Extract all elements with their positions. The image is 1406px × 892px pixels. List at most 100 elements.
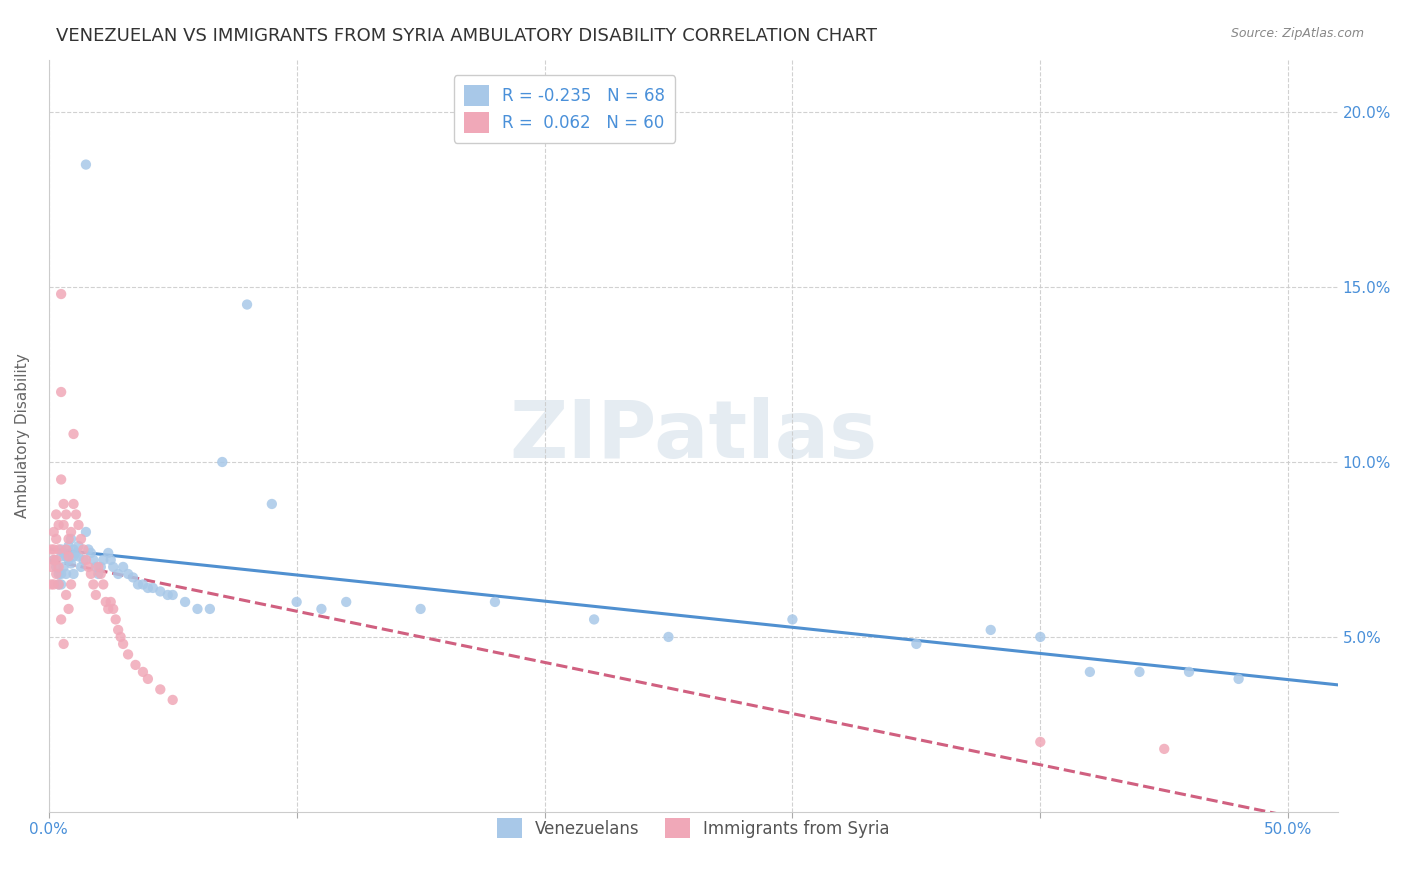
Point (39, 577, 62, 591)
Point (1029, 630, 1052, 644)
Point (42, 524, 65, 539)
Point (1153, 742, 1175, 756)
Point (60, 524, 83, 539)
Point (49, 384, 72, 399)
Point (58, 539, 80, 553)
Point (285, 595, 308, 609)
Point (49, 549, 72, 564)
Point (49, 542, 72, 557)
Point (198, 602, 221, 616)
Point (45, 508, 67, 522)
Point (82, 577, 104, 591)
Point (980, 623, 1002, 637)
Point (49, 473, 72, 487)
Point (52, 637, 75, 651)
Point (236, 297, 259, 311)
Text: ZIPatlas: ZIPatlas (509, 397, 877, 475)
Point (186, 602, 208, 616)
Point (62, 427, 84, 442)
Point (142, 581, 165, 595)
Point (80, 546, 103, 560)
Point (211, 455, 233, 469)
Text: Source: ZipAtlas.com: Source: ZipAtlas.com (1230, 27, 1364, 40)
Point (48, 577, 70, 591)
Point (55, 566, 77, 581)
Point (72, 553, 94, 567)
Point (90, 560, 112, 574)
Point (80, 566, 103, 581)
Point (42, 577, 65, 591)
Point (48, 542, 70, 557)
Point (70, 532, 93, 546)
Point (58, 532, 80, 546)
Point (149, 584, 172, 599)
Point (55, 542, 77, 557)
Point (42, 553, 65, 567)
Point (100, 553, 122, 567)
Point (110, 630, 132, 644)
Point (67, 549, 90, 564)
Point (87, 566, 110, 581)
Point (49, 566, 72, 581)
Point (127, 577, 149, 591)
Point (90, 566, 112, 581)
Point (1078, 665, 1101, 679)
Point (49, 612, 72, 626)
Point (94, 595, 117, 609)
Point (75, 553, 97, 567)
Point (84, 560, 107, 574)
Point (107, 566, 129, 581)
Point (91, 553, 114, 567)
Point (162, 693, 184, 707)
Point (48, 518, 70, 533)
Point (132, 577, 155, 591)
Point (45, 553, 67, 567)
Point (335, 595, 357, 609)
Point (55, 508, 77, 522)
Point (174, 595, 197, 609)
Point (58, 549, 80, 564)
Text: VENEZUELAN VS IMMIGRANTS FROM SYRIA AMBULATORY DISABILITY CORRELATION CHART: VENEZUELAN VS IMMIGRANTS FROM SYRIA AMBU… (56, 27, 877, 45)
Point (60, 532, 83, 546)
Point (75, 524, 97, 539)
Point (1178, 665, 1201, 679)
Point (58, 602, 80, 616)
Point (1029, 735, 1052, 749)
Point (97, 546, 120, 560)
Point (103, 602, 125, 616)
Point (67, 539, 90, 553)
Point (97, 602, 120, 616)
Point (107, 623, 129, 637)
Y-axis label: Ambulatory Disability: Ambulatory Disability (15, 353, 30, 518)
Point (52, 560, 75, 574)
Point (311, 602, 333, 616)
Point (39, 560, 62, 574)
Point (84, 588, 107, 602)
Point (75, 157, 97, 171)
Point (905, 637, 928, 651)
Point (484, 595, 506, 609)
Point (136, 672, 159, 686)
Point (156, 588, 179, 602)
Point (124, 657, 146, 672)
Point (122, 570, 145, 584)
Point (60, 577, 83, 591)
Point (67, 518, 90, 533)
Point (100, 595, 122, 609)
Point (77, 542, 100, 557)
Point (1128, 665, 1150, 679)
Point (149, 682, 172, 697)
Point (48, 566, 70, 581)
Point (117, 566, 139, 581)
Point (1227, 672, 1250, 686)
Point (136, 581, 159, 595)
Point (409, 602, 432, 616)
Point (62, 542, 84, 557)
Point (49, 287, 72, 301)
Legend: Venezuelans, Immigrants from Syria: Venezuelans, Immigrants from Syria (491, 811, 896, 845)
Point (42, 542, 65, 557)
Point (48, 560, 70, 574)
Point (45, 532, 67, 546)
Point (117, 648, 139, 662)
Point (42, 553, 65, 567)
